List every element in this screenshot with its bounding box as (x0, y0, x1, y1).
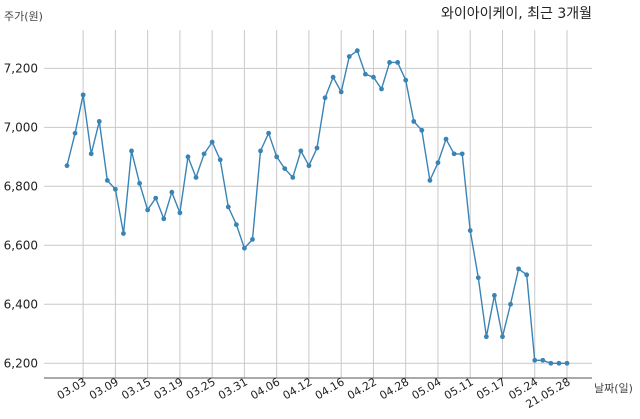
data-point (282, 166, 288, 172)
data-point (540, 357, 546, 363)
data-point (266, 130, 272, 136)
data-point (258, 148, 263, 154)
data-point (338, 89, 344, 95)
data-point (314, 145, 320, 151)
y-tick-label: 7,000 (4, 120, 38, 134)
data-point (112, 186, 118, 192)
x-tick-label: 03.31 (216, 375, 250, 402)
points-layer (64, 48, 570, 366)
series-layer (66, 49, 567, 364)
data-point (508, 301, 513, 307)
data-point (354, 48, 360, 54)
data-point (129, 148, 134, 154)
data-point (80, 92, 86, 98)
data-point (435, 160, 441, 166)
data-point (250, 236, 255, 242)
data-point (298, 148, 304, 154)
data-point (419, 127, 425, 133)
data-point (564, 360, 570, 366)
data-point (492, 293, 497, 298)
data-point (556, 360, 562, 366)
data-point (524, 272, 530, 278)
x-tick-label: 03.19 (152, 375, 186, 402)
data-point (274, 154, 280, 160)
data-point (145, 207, 151, 213)
grid (44, 30, 592, 378)
data-point (193, 175, 199, 180)
data-point (346, 54, 352, 59)
data-point (379, 86, 384, 92)
x-tick-label: 04.16 (313, 375, 347, 402)
data-point (209, 139, 215, 145)
data-point (483, 334, 489, 340)
data-point (121, 231, 126, 236)
data-point (475, 275, 481, 281)
data-point (104, 178, 110, 183)
data-point (185, 154, 191, 160)
data-point (516, 266, 522, 272)
x-tick-label: 03.25 (184, 375, 218, 402)
data-point (153, 195, 159, 201)
data-point (387, 60, 392, 65)
data-point (169, 189, 175, 195)
data-point (403, 77, 409, 83)
chart-title: 와이아이케이, 최근 3개월 (441, 6, 592, 22)
data-point (64, 163, 70, 169)
data-point (362, 71, 368, 77)
y-tick-label: 7,200 (4, 61, 38, 75)
data-point (96, 119, 102, 124)
data-point (548, 360, 554, 366)
data-point (500, 334, 505, 340)
data-point (290, 175, 296, 180)
data-point (177, 210, 183, 216)
x-tick-label: 03.15 (119, 375, 153, 402)
data-point (371, 74, 376, 80)
data-point (161, 216, 167, 222)
data-point (225, 204, 231, 210)
data-point (201, 151, 207, 157)
series-line (66, 49, 567, 364)
data-point (532, 357, 538, 363)
data-point (306, 163, 312, 169)
x-axis-label: 날짜(일) (594, 381, 633, 395)
x-tick-label: 03.03 (55, 375, 89, 402)
data-point (322, 95, 328, 101)
data-point (330, 74, 336, 80)
data-point (137, 180, 142, 186)
x-tick-label: 04.28 (377, 375, 411, 402)
data-point (72, 130, 78, 136)
y-tick-label: 6,400 (4, 297, 38, 311)
data-point (459, 151, 465, 157)
data-point (242, 245, 247, 251)
x-tick-label: 05.11 (442, 375, 476, 402)
labels-layer: 와이아이케이, 최근 3개월 주가(원) 날짜(일) 6,200 6,400 6,6… (4, 6, 633, 411)
data-point (467, 228, 473, 233)
data-point (451, 151, 457, 157)
x-tick-label: 04.06 (248, 375, 282, 402)
x-tick-label: 05.04 (410, 375, 444, 402)
y-tick-label: 6,600 (4, 238, 38, 252)
data-point (443, 136, 449, 142)
data-point (395, 60, 401, 65)
y-tick-label: 6,200 (4, 356, 38, 370)
data-point (411, 119, 417, 124)
data-point (233, 222, 239, 228)
x-tick-label: 04.12 (281, 375, 315, 402)
data-point (217, 157, 223, 163)
x-tick-label: 03.09 (87, 375, 121, 402)
x-tick-label: 05.17 (474, 375, 508, 402)
data-point (88, 151, 94, 157)
data-point (427, 178, 433, 183)
y-axis-label: 주가(원) (4, 10, 43, 23)
x-tick-label: 04.22 (345, 375, 379, 402)
y-tick-label: 6,800 (4, 179, 38, 193)
